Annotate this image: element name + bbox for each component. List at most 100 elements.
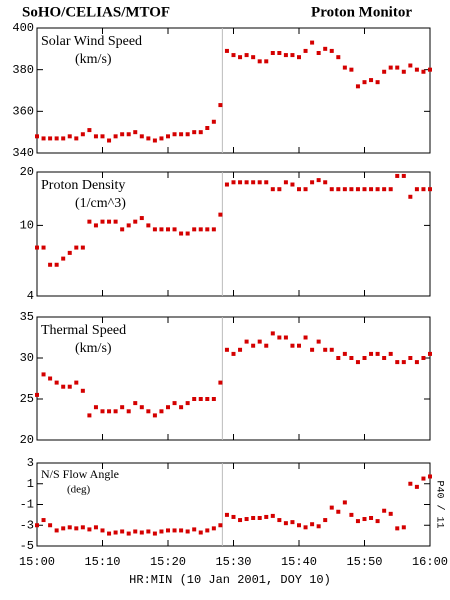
data-point <box>408 356 413 360</box>
data-point <box>336 509 341 514</box>
data-point <box>133 130 138 135</box>
data-point <box>283 53 288 58</box>
y-tick-label: 4 <box>27 289 34 303</box>
y-tick-label: -1 <box>20 498 34 512</box>
panel-unit: (km/s) <box>75 52 112 67</box>
data-point <box>107 531 112 536</box>
data-point <box>421 187 426 192</box>
data-point <box>277 187 282 192</box>
data-point <box>375 187 380 192</box>
data-point <box>244 180 249 185</box>
data-point <box>198 130 203 135</box>
data-point <box>375 351 380 356</box>
data-point <box>166 528 170 533</box>
data-point <box>342 351 347 356</box>
panel-title: N/S Flow Angle <box>41 467 119 481</box>
data-point <box>277 518 282 523</box>
data-point <box>211 397 216 401</box>
data-point <box>414 187 419 192</box>
data-point <box>120 529 125 534</box>
x-tick-label: 15:40 <box>281 555 317 569</box>
data-point <box>382 187 387 192</box>
data-point <box>355 360 360 365</box>
data-point <box>231 514 236 519</box>
data-point <box>382 508 387 513</box>
data-point <box>224 182 229 187</box>
data-point <box>67 525 72 530</box>
data-point <box>139 405 144 410</box>
data-point <box>93 223 98 228</box>
panel-unit: (1/cm^3) <box>75 196 126 211</box>
data-point <box>336 356 341 360</box>
data-point <box>224 48 229 53</box>
data-point <box>401 525 406 530</box>
data-point <box>283 180 288 185</box>
data-point <box>244 339 249 344</box>
data-point <box>362 356 367 360</box>
data-point <box>349 512 354 517</box>
data-point <box>185 132 190 137</box>
data-point <box>120 405 125 410</box>
data-point <box>388 511 393 516</box>
data-point <box>205 126 210 130</box>
data-point <box>74 526 79 531</box>
data-point <box>369 351 374 356</box>
data-point <box>100 134 105 139</box>
data-point <box>303 187 308 192</box>
data-point <box>107 138 112 143</box>
panel-title: Proton Density <box>41 178 125 193</box>
data-point <box>41 372 46 377</box>
data-point <box>166 134 170 139</box>
data-point <box>224 347 229 352</box>
data-point <box>355 519 360 524</box>
data-point <box>35 245 39 250</box>
data-point <box>218 380 223 385</box>
data-point <box>257 515 262 520</box>
data-point <box>395 360 400 365</box>
data-point <box>428 187 432 192</box>
data-point <box>369 515 374 520</box>
data-point <box>74 380 79 385</box>
data-point <box>48 262 53 267</box>
data-point <box>120 227 125 232</box>
data-point <box>362 517 367 522</box>
data-point <box>166 227 170 232</box>
data-point <box>87 128 92 133</box>
data-point <box>231 351 236 356</box>
data-point <box>146 136 151 141</box>
data-point <box>179 528 184 533</box>
data-point <box>257 339 262 344</box>
data-point <box>113 409 118 414</box>
data-point <box>375 519 380 524</box>
data-point <box>251 515 256 520</box>
data-point <box>342 65 347 70</box>
data-point <box>395 173 400 178</box>
y-tick-label: 35 <box>20 310 34 324</box>
data-point <box>238 180 243 185</box>
data-point <box>342 500 347 505</box>
data-point <box>93 405 98 410</box>
y-tick-label: -5 <box>20 539 34 553</box>
panel-unit: (deg) <box>67 484 91 496</box>
data-point <box>414 67 419 72</box>
data-point <box>192 130 197 135</box>
data-point <box>41 245 46 250</box>
data-point <box>401 360 406 365</box>
data-point <box>270 331 275 336</box>
data-point <box>224 512 229 517</box>
data-point <box>218 212 223 217</box>
data-point <box>329 187 334 192</box>
data-point <box>107 409 112 414</box>
data-point <box>74 245 79 250</box>
data-point <box>146 409 151 414</box>
annotation: P40 / 11 <box>433 480 445 528</box>
data-point <box>382 356 387 360</box>
data-point <box>107 219 112 224</box>
data-point <box>362 80 367 85</box>
data-point <box>152 138 157 143</box>
y-tick-label: 360 <box>12 105 34 119</box>
data-point <box>80 132 85 137</box>
data-point <box>336 55 341 60</box>
data-point <box>362 187 367 192</box>
data-point <box>297 523 301 528</box>
